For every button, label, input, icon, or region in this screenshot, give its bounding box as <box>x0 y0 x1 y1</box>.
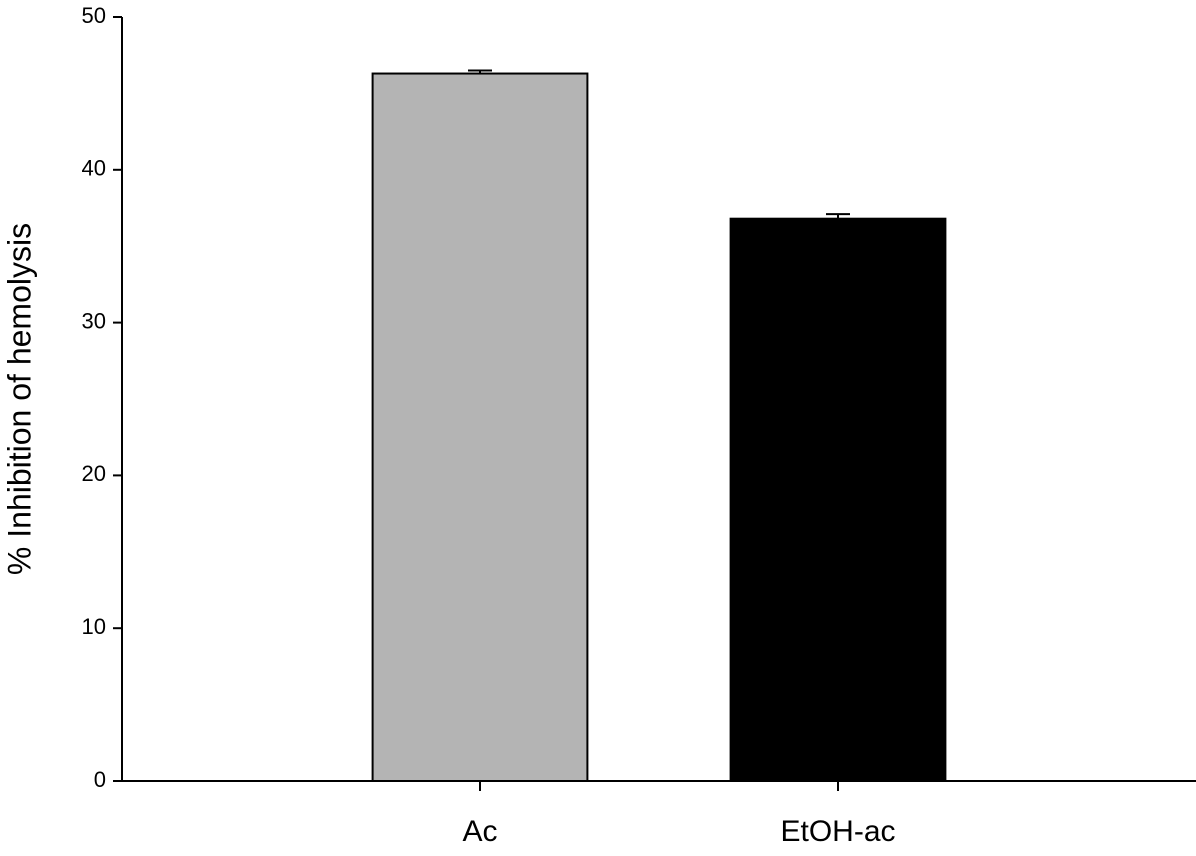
bar <box>371 72 589 782</box>
y-tick-label: 0 <box>94 767 106 792</box>
y-tick-label: 50 <box>82 3 106 28</box>
x-tick-label: Ac <box>462 815 497 848</box>
y-axis-label: % Inhibition of hemolysis <box>1 223 37 575</box>
x-tick-label: EtOH-ac <box>780 815 895 848</box>
bar <box>729 217 947 783</box>
y-tick-label: 40 <box>82 156 106 181</box>
y-tick-label: 30 <box>82 308 106 333</box>
y-tick-label: 20 <box>82 461 106 486</box>
y-tick-label: 10 <box>82 614 106 639</box>
